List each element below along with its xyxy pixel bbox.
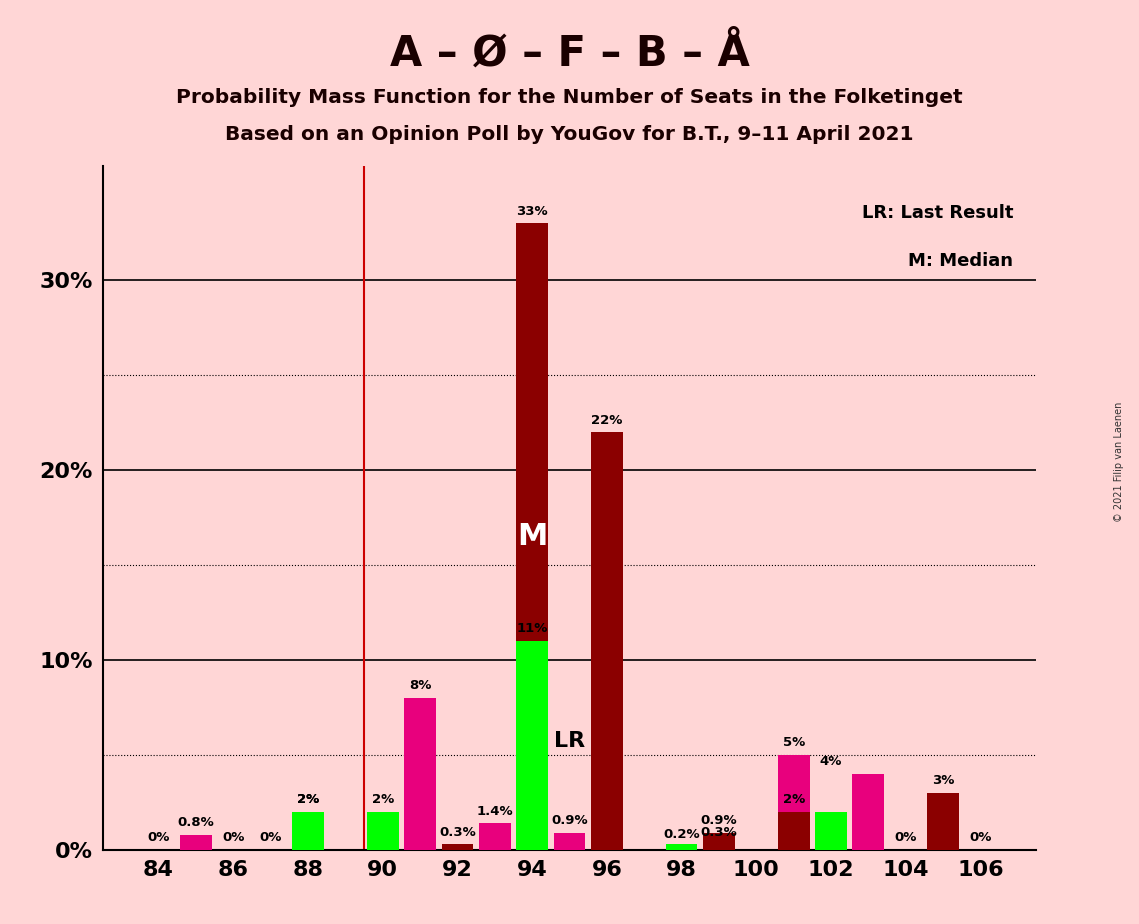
Bar [927, 793, 959, 850]
Text: 0.2%: 0.2% [663, 828, 699, 841]
Bar [816, 812, 847, 850]
Text: 0%: 0% [260, 832, 281, 845]
Text: 1.4%: 1.4% [476, 805, 513, 818]
Text: 2%: 2% [297, 794, 319, 807]
Bar [591, 432, 623, 850]
Text: 0.8%: 0.8% [178, 816, 214, 829]
Bar [292, 812, 323, 850]
Text: 0.3%: 0.3% [700, 826, 737, 839]
Bar [516, 641, 548, 850]
Bar [478, 823, 510, 850]
Text: 0.3%: 0.3% [439, 826, 476, 839]
Text: LR: Last Result: LR: Last Result [861, 204, 1014, 222]
Bar [442, 845, 474, 850]
Text: Probability Mass Function for the Number of Seats in the Folketinget: Probability Mass Function for the Number… [177, 88, 962, 107]
Bar [778, 755, 810, 850]
Bar [703, 833, 735, 850]
Bar [292, 812, 323, 850]
Text: 0.9%: 0.9% [700, 814, 737, 827]
Text: 0%: 0% [222, 832, 245, 845]
Text: 2%: 2% [297, 794, 319, 807]
Text: 0%: 0% [969, 832, 992, 845]
Text: 5%: 5% [782, 736, 805, 749]
Bar [367, 812, 399, 850]
Bar [665, 846, 697, 850]
Text: 8%: 8% [409, 679, 432, 692]
Bar [778, 812, 810, 850]
Text: 3%: 3% [932, 774, 954, 787]
Text: A – Ø – F – B – Å: A – Ø – F – B – Å [390, 32, 749, 74]
Text: 0.9%: 0.9% [551, 814, 588, 827]
Text: © 2021 Filip van Laenen: © 2021 Filip van Laenen [1114, 402, 1124, 522]
Text: 2%: 2% [782, 794, 805, 807]
Text: 2%: 2% [371, 794, 394, 807]
Text: 11%: 11% [516, 623, 548, 636]
Text: 0%: 0% [894, 832, 917, 845]
Bar [516, 224, 548, 850]
Text: Based on an Opinion Poll by YouGov for B.T., 9–11 April 2021: Based on an Opinion Poll by YouGov for B… [226, 125, 913, 144]
Bar [404, 699, 436, 850]
Text: LR: LR [554, 731, 585, 751]
Text: M: M [517, 522, 548, 552]
Bar [852, 774, 884, 850]
Text: 33%: 33% [516, 204, 548, 218]
Text: 0%: 0% [147, 832, 170, 845]
Bar [367, 812, 399, 850]
Text: M: Median: M: Median [908, 252, 1014, 270]
Bar [554, 833, 585, 850]
Bar [180, 835, 212, 850]
Text: 22%: 22% [591, 414, 623, 427]
Text: 4%: 4% [820, 756, 842, 769]
Bar [665, 845, 697, 850]
